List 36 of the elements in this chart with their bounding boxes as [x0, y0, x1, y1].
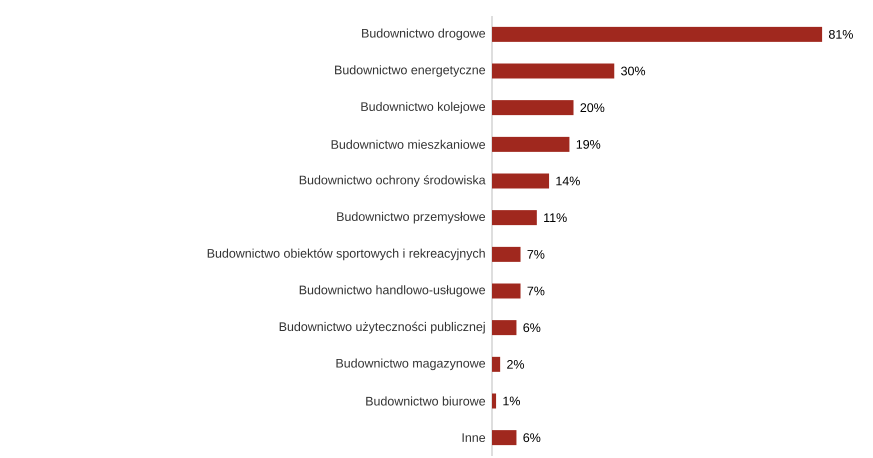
bar [492, 320, 516, 336]
data-label: 7% [528, 286, 544, 296]
bar [492, 100, 574, 116]
y-tick-label: Budownictwo kolejowe [361, 102, 486, 114]
data-label: 19% [576, 140, 600, 149]
y-tick-label: Budownictwo handlowo-usługowe [300, 285, 486, 297]
data-label: 30% [621, 66, 646, 76]
y-tick-label: Budownictwo mieszkaniowe [332, 140, 486, 149]
y-tick-label: Budownictwo przemysłowe [337, 212, 486, 224]
data-label: 6% [523, 433, 540, 442]
y-tick-label: Budownictwo biurowe [366, 396, 486, 406]
y-tick-label: Budownictwo drogowe [362, 28, 486, 40]
data-label: 14% [556, 176, 580, 186]
bar [492, 136, 570, 152]
y-tick-label: Budownictwo użyteczności publicznej [280, 322, 485, 334]
bar [492, 284, 521, 299]
bar [492, 210, 537, 226]
data-label: 6% [523, 323, 540, 332]
bar [492, 246, 521, 262]
bar [492, 394, 496, 409]
bar [492, 174, 550, 189]
data-label: 20% [580, 103, 604, 112]
data-label: 81% [829, 30, 853, 39]
y-tick-label: Budownictwo obiektów sportowych i rekreacyjnych [208, 248, 485, 260]
data-label: 7% [528, 250, 544, 259]
bar [492, 26, 822, 42]
y-tick-label: Budownictwo magazynowe [336, 358, 486, 370]
data-label: 11% [544, 213, 567, 222]
y-tick-label: Inne [462, 433, 486, 442]
data-label: 2% [507, 360, 524, 369]
bar [492, 356, 500, 372]
y-tick-label: Budownictwo energetyczne [335, 65, 486, 77]
data-label: 1% [503, 396, 520, 406]
bar [492, 64, 614, 79]
bar [492, 430, 516, 446]
y-tick-label: Budownictwo ochrony środowiska [300, 175, 486, 187]
